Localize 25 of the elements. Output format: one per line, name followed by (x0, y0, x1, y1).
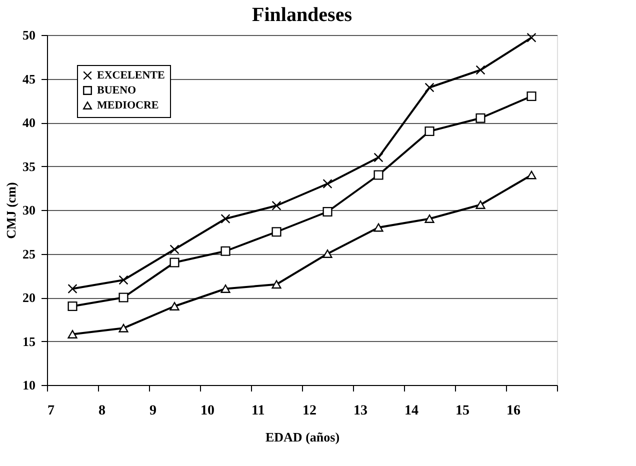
y-tick-label: 50 (22, 28, 36, 42)
y-tick-label: 15 (22, 334, 36, 349)
x-tick-label: 8 (98, 404, 106, 418)
y-tick-label: 25 (22, 246, 36, 262)
x-axis-title: EDAD (años) (265, 430, 340, 444)
x-tick-label: 10 (200, 404, 214, 418)
x-tick-label: 13 (354, 404, 368, 418)
x-tick-label: 12 (302, 404, 316, 418)
legend-label: BUENO (97, 84, 137, 96)
y-tick-label: 45 (22, 71, 36, 86)
legend-label: MEDIOCRE (97, 100, 159, 112)
x-tick-label: 14 (404, 404, 418, 418)
y-axis-title: CMJ (cm) (4, 182, 18, 239)
y-tick-label: 10 (22, 378, 36, 392)
x-tick-label: 16 (506, 404, 520, 418)
x-tick-label: 7 (48, 404, 54, 418)
legend-label: EXCELENTE (97, 70, 165, 82)
x-tick-label: 11 (252, 404, 265, 418)
y-tick-label: 40 (22, 115, 36, 130)
y-tick-label: 20 (22, 290, 36, 305)
y-tick-label: 35 (22, 158, 36, 174)
x-tick-label: 15 (456, 404, 470, 418)
y-tick-label: 30 (22, 202, 36, 218)
chart-title: Finlandeses (252, 4, 352, 26)
x-tick-label: 9 (150, 404, 156, 418)
